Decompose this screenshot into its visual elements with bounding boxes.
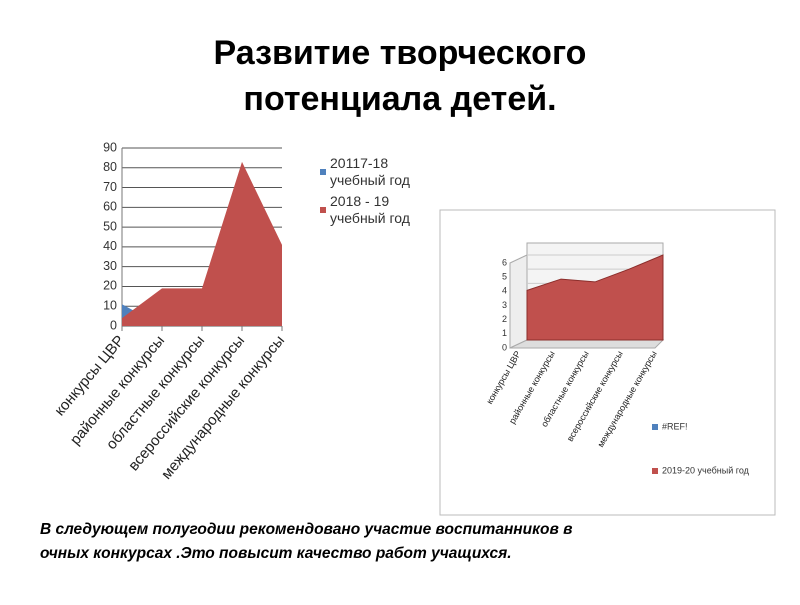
note: В следующем полугодии рекомендовано учас… (40, 521, 573, 562)
x-tick-label: международные конкурсы (595, 349, 658, 449)
y-tick-label: 3 (502, 300, 507, 310)
y-tick-label: 20 (103, 279, 117, 293)
y-tick-label: 6 (502, 257, 507, 267)
legend-swatch (652, 424, 658, 430)
x-tick-label: конкурсы ЦВР (51, 332, 128, 419)
y-tick-label: 5 (502, 272, 507, 282)
legend-swatch (652, 468, 658, 474)
y-tick-label: 60 (103, 200, 117, 214)
legend-swatch (320, 169, 326, 175)
y-tick-label: 4 (502, 286, 507, 296)
area (122, 161, 282, 326)
area (526, 254, 664, 341)
y-tick-label: 30 (103, 259, 117, 273)
chart-frame (439, 209, 776, 516)
y-tick-label: 0 (502, 342, 507, 352)
y-tick-label: 40 (103, 239, 117, 253)
floor (509, 339, 665, 349)
legend-label: #REF! (662, 421, 688, 431)
y-tick-label: 80 (103, 160, 117, 174)
y-tick-label: 1 (502, 328, 507, 338)
legend-label: 20117-18 учебный год (330, 155, 410, 188)
y-tick-label: 70 (103, 180, 117, 194)
legend-label: 2019-20 учебный год (662, 465, 750, 475)
legend-label: 2018 - 19 учебный год (330, 193, 410, 226)
legend-swatch (320, 207, 326, 213)
x-tick-label: конкурсы ЦВР (484, 349, 522, 406)
y-tick-label: 0 (110, 318, 117, 332)
y-tick-label: 90 (103, 140, 117, 154)
y-tick-label: 50 (103, 219, 117, 233)
slide-title: Развитие творческого потенциала детей. (214, 34, 587, 118)
back-wall (509, 254, 528, 349)
y-tick-label: 10 (103, 299, 117, 313)
y-tick-label: 2 (502, 314, 507, 324)
